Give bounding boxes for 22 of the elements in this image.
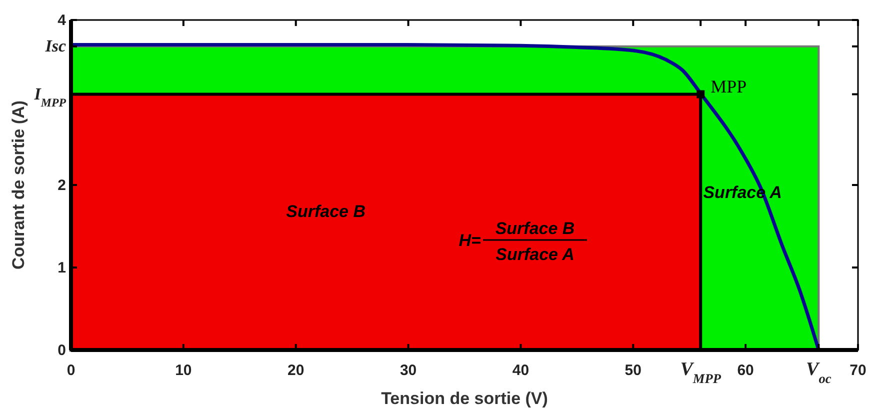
x-tick-label: V$_{oc}$ [806,359,832,386]
y-axis-title: Courant de sortie (A) [9,100,28,270]
series-label: Surface B [286,202,366,222]
annotation: H= [458,231,482,250]
annotation: MPP [710,76,747,96]
x-tick-label: 20 [288,362,304,379]
x-tick-label: V$_{MPP}$ [680,359,722,386]
annotation: Surface B [495,219,575,238]
annotation: Surface A [496,245,574,264]
x-tick-label: 60 [737,362,754,379]
x-axis-title: Tension de sortie (V) [381,389,548,408]
y-tick-label: Isc [44,36,66,56]
y-tick-label: 0 [58,342,66,359]
x-tick-label: 40 [512,362,530,379]
y-tick-label: I$_{MPP}$ [33,84,67,110]
y-tick-label: 4 [58,12,67,29]
x-tick-label: 50 [624,362,642,379]
x-tick-label: 70 [850,362,866,379]
x-tick-label: 10 [175,362,192,379]
y-tick-label: 1 [58,260,66,276]
x-tick-label: 30 [400,362,417,379]
y-tick-label: 2 [58,177,66,194]
